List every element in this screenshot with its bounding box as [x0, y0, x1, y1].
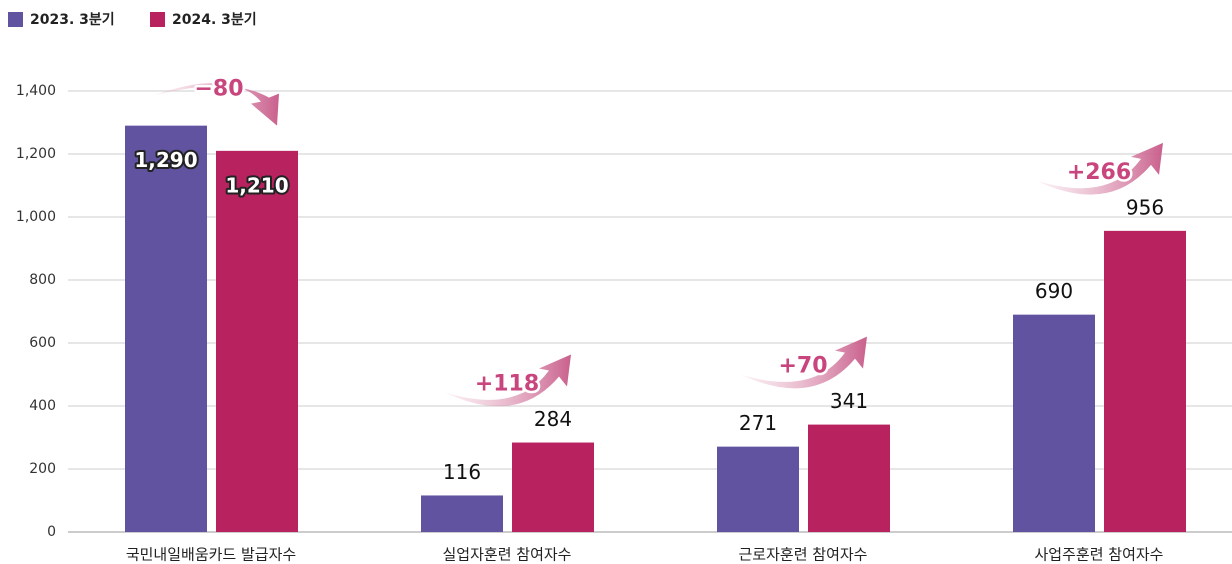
legend-label: 2023. 3분기 [30, 12, 115, 28]
y-tick-label: 1,200 [16, 146, 56, 162]
change-annotation: +266 [1067, 160, 1131, 185]
change-annotation: +118 [475, 372, 539, 397]
bar [1104, 230, 1186, 533]
y-tick-label: 800 [29, 272, 56, 288]
x-tick-label: 국민내일배움카드 발급자수 [126, 546, 296, 564]
data-label: 116 [443, 460, 481, 484]
change-arrow [153, 83, 279, 126]
change-annotation: +70 [778, 354, 827, 379]
y-tick-label: 0 [47, 524, 56, 540]
data-label: 1,290 [134, 148, 197, 172]
legend-swatch [150, 12, 165, 27]
data-label: 690 [1035, 279, 1073, 303]
change-arrow [741, 336, 867, 389]
bar [1013, 314, 1095, 532]
bar [717, 446, 799, 532]
legend-label: 2024. 3분기 [172, 12, 257, 28]
bar [125, 125, 207, 533]
bar [512, 442, 594, 532]
x-tick-label: 실업자훈련 참여자수 [443, 546, 572, 564]
legend-swatch [8, 12, 23, 27]
data-label: 956 [1126, 195, 1164, 219]
data-label: 284 [534, 407, 572, 431]
x-tick-label: 사업주훈련 참여자수 [1035, 546, 1164, 564]
y-tick-label: 200 [29, 461, 56, 477]
change-arrow [445, 354, 571, 407]
change-arrow [1037, 142, 1163, 195]
data-label: 271 [739, 411, 777, 435]
bar [808, 424, 890, 532]
data-label: 1,210 [225, 173, 288, 197]
y-tick-label: 400 [29, 398, 56, 414]
bar [216, 150, 298, 532]
bar [421, 495, 503, 532]
y-tick-label: 600 [29, 335, 56, 351]
data-label: 341 [830, 389, 868, 413]
y-tick-label: 1,000 [16, 209, 56, 225]
x-tick-label: 근로자훈련 참여자수 [739, 546, 868, 564]
change-annotation: −80 [194, 77, 243, 102]
y-tick-label: 1,400 [16, 83, 56, 99]
